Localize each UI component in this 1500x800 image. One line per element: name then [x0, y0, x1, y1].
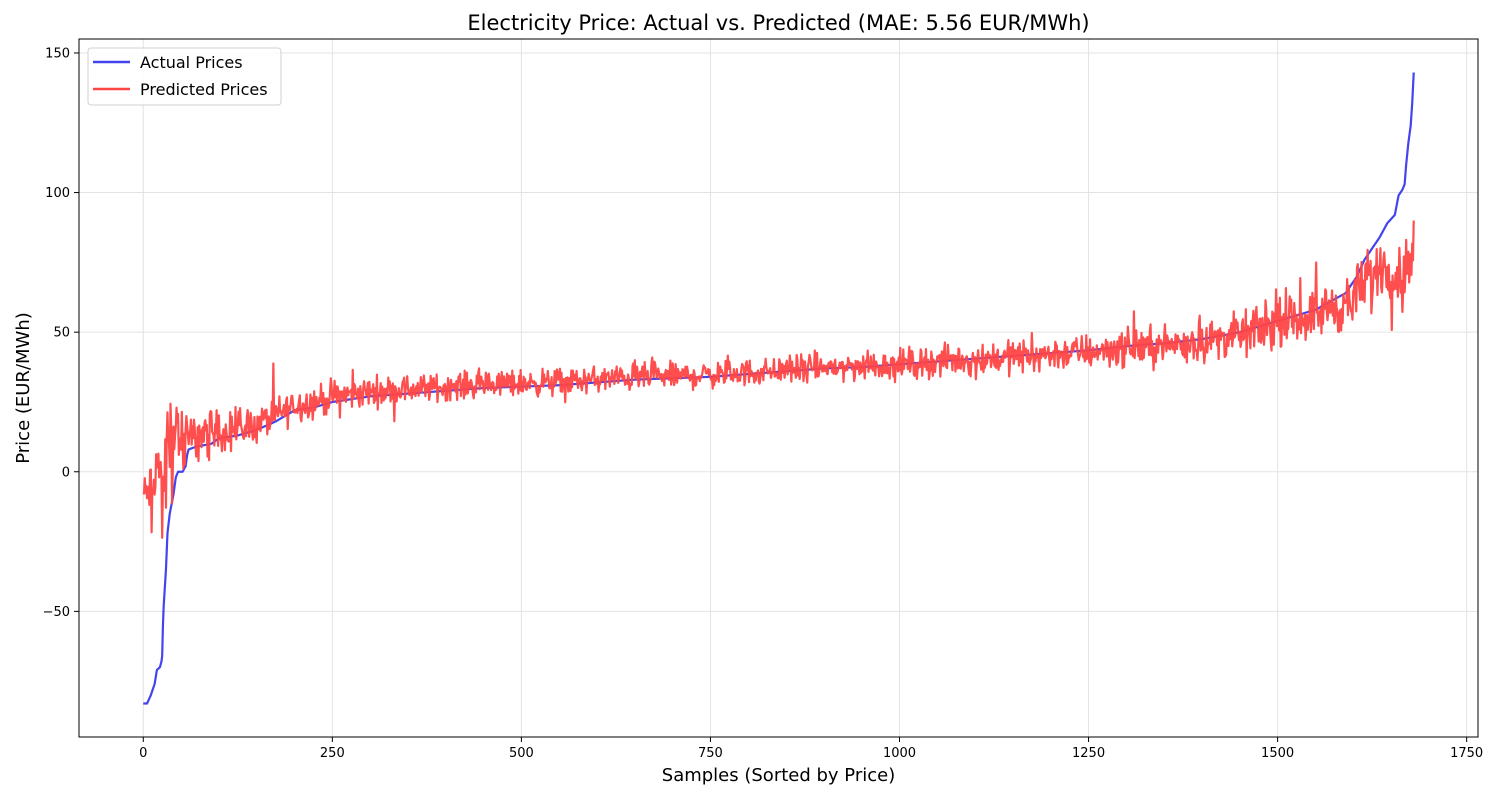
plot-lines — [142, 72, 1415, 705]
legend-label-predicted: Predicted Prices — [140, 80, 268, 99]
x-tick-label: 1750 — [1450, 746, 1483, 761]
ticks: 0 250 500 750 1000 1250 1500 1750 −50 0 50 100 150 — [43, 46, 1484, 761]
x-tick-label: 750 — [698, 746, 723, 761]
legend-box — [87, 47, 282, 106]
legend-label-actual: Actual Prices — [140, 53, 243, 72]
grid — [79, 39, 1478, 737]
plot-frame — [78, 38, 1479, 738]
y-tick-label: 150 — [45, 46, 70, 61]
y-tick-label: 100 — [45, 186, 70, 201]
x-tick-label: 500 — [509, 746, 534, 761]
chart-title: Electricity Price: Actual vs. Predicted … — [467, 11, 1089, 35]
y-tick-label: 0 — [62, 465, 70, 480]
x-axis-label: Samples (Sorted by Price) — [662, 765, 895, 786]
x-tick-label: 1500 — [1261, 746, 1294, 761]
x-tick-label: 1250 — [1072, 746, 1105, 761]
x-tick-label: 1000 — [883, 746, 916, 761]
y-tick-label: −50 — [43, 605, 70, 620]
series-predicted-prices — [142, 220, 1415, 539]
x-tick-label: 250 — [320, 746, 345, 761]
y-tick-label: 50 — [53, 326, 70, 341]
x-tick-label: 0 — [139, 746, 147, 761]
y-axis-label: Price (EUR/MWh) — [13, 312, 34, 464]
legend: Actual Prices Predicted Prices — [87, 47, 282, 106]
